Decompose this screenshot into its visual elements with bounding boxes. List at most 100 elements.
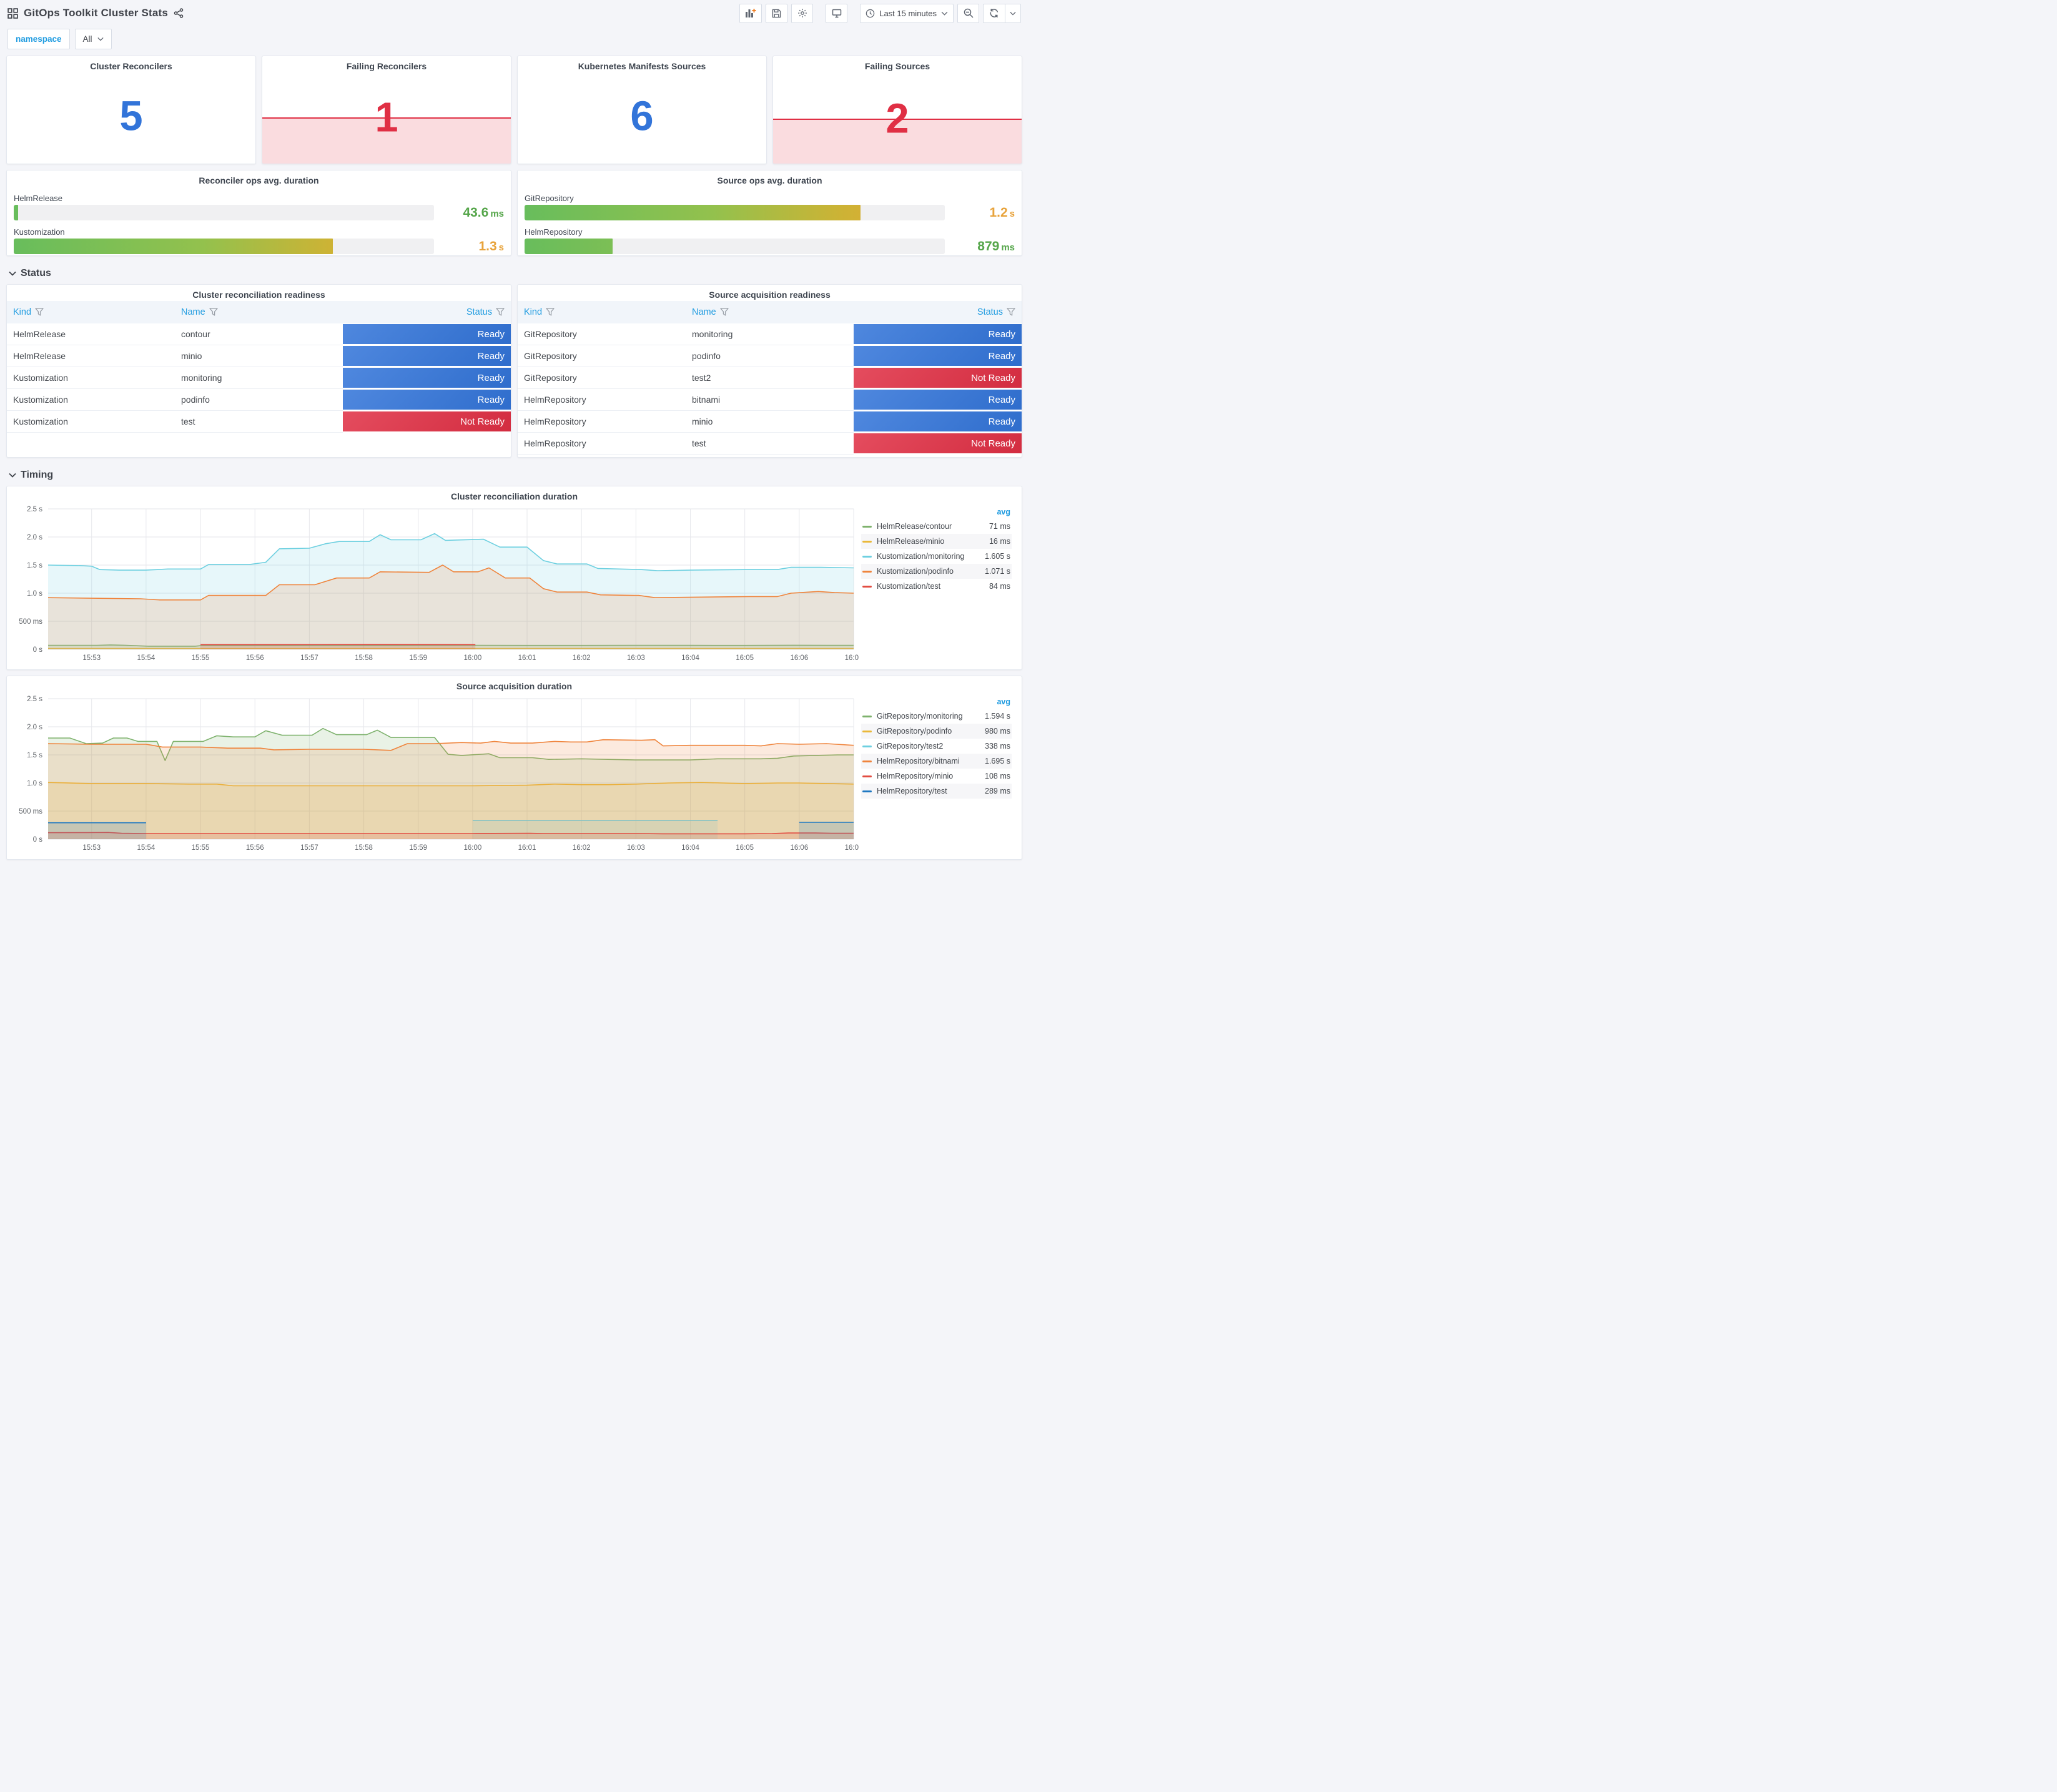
column-header-status[interactable]: Status (854, 301, 1022, 323)
panel-title[interactable]: Cluster reconciliation duration (450, 491, 578, 501)
clock-icon (866, 9, 875, 17)
dashboard-header: GitOps Toolkit Cluster Stats (0, 0, 1028, 26)
cell-name: minio (686, 410, 854, 433)
panel-title[interactable]: Source acquisition duration (456, 681, 573, 691)
gauge-track (525, 239, 945, 254)
svg-text:2.5 s: 2.5 s (27, 696, 42, 703)
gauge-value: 1.2 s (989, 205, 1015, 220)
svg-text:15:55: 15:55 (192, 654, 210, 662)
legend-avg-value: 108 ms (985, 772, 1010, 780)
cell-kind: Kustomization (7, 388, 175, 411)
share-icon[interactable] (174, 8, 184, 18)
gauge-value: 1.3 s (478, 239, 504, 254)
svg-text:16:02: 16:02 (573, 844, 591, 852)
gauge-track (14, 239, 434, 254)
gauge-label: Kustomization (14, 227, 65, 237)
readiness-table: Kind Name Status GitRepository monitoring Rea… (518, 301, 1022, 455)
legend-series-name: HelmRelease/minio (877, 537, 945, 546)
template-variables: namespace All (0, 26, 1028, 56)
legend-item[interactable]: Kustomization/monitoring 1.605 s (861, 549, 1012, 564)
section-timing[interactable]: Timing (6, 463, 1022, 486)
section-status[interactable]: Status (6, 262, 1022, 284)
column-header-status[interactable]: Status (343, 301, 511, 323)
gear-icon (797, 9, 807, 17)
variable-namespace-value[interactable]: All (74, 29, 112, 49)
legend-series-name: HelmRepository/test (877, 787, 947, 795)
refresh-icon (990, 9, 999, 17)
legend-item[interactable]: HelmRepository/bitnami 1.695 s (861, 754, 1012, 769)
legend-item[interactable]: GitRepository/test2 338 ms (861, 739, 1012, 754)
save-dashboard-button[interactable] (766, 3, 788, 23)
dashboard-grid-icon (7, 7, 18, 19)
panel-title[interactable]: Reconciler ops avg. duration (199, 175, 319, 185)
svg-text:16:00: 16:00 (463, 654, 481, 662)
svg-text:15:56: 15:56 (246, 844, 264, 852)
legend-stat-header[interactable]: avg (997, 697, 1010, 706)
panel-title[interactable]: Cluster reconciliation readiness (192, 290, 325, 300)
chevron-down-icon (9, 271, 16, 276)
stat-sparkline (262, 117, 511, 164)
panel-title[interactable]: Source acquisition readiness (709, 290, 831, 300)
time-range-picker[interactable]: Last 15 minutes (860, 3, 954, 23)
column-header-name[interactable]: Name (175, 301, 343, 323)
breadcrumb[interactable]: GitOps Toolkit Cluster Stats (7, 7, 184, 19)
legend-series-name: Kustomization/monitoring (877, 552, 965, 561)
svg-text:15:54: 15:54 (137, 844, 155, 852)
status-tables-row: Cluster reconciliation readiness Kind Name… (6, 284, 1022, 458)
gauge-fill (525, 239, 613, 254)
panel-title[interactable]: Kubernetes Manifests Sources (578, 61, 706, 71)
legend-item[interactable]: GitRepository/podinfo 980 ms (861, 724, 1012, 739)
zoom-out-button[interactable] (957, 3, 979, 23)
status-badge: Not Ready (343, 411, 511, 431)
legend-swatch (862, 760, 872, 762)
svg-text:16:07: 16:07 (845, 654, 859, 662)
chart-row-1: Cluster reconciliation duration 0 s 500 ms… (6, 486, 1022, 670)
panel-title[interactable]: Cluster Reconcilers (90, 61, 172, 71)
column-header-name[interactable]: Name (686, 301, 854, 323)
svg-text:16:01: 16:01 (518, 844, 536, 852)
status-badge: Ready (854, 346, 1022, 366)
filter-funnel-icon[interactable] (1007, 308, 1015, 316)
legend-item[interactable]: Kustomization/test 84 ms (861, 579, 1012, 594)
table-row: GitRepository monitoring Ready (518, 323, 1022, 345)
cycle-view-mode-button[interactable] (826, 3, 848, 23)
stat-panels-row: Cluster Reconcilers 5 Failing Reconcilers 1… (6, 56, 1022, 164)
panel-title[interactable]: Source ops avg. duration (717, 175, 822, 185)
panel-title[interactable]: Failing Reconcilers (346, 61, 427, 71)
gauge-row: HelmRepository 879 ms (525, 227, 1015, 254)
gauge-value: 43.6 ms (463, 205, 504, 220)
legend-item[interactable]: HelmRepository/minio 108 ms (861, 769, 1012, 784)
svg-text:15:53: 15:53 (82, 654, 101, 662)
column-header-kind[interactable]: Kind (518, 301, 686, 323)
legend-series-name: HelmRepository/bitnami (877, 757, 960, 766)
column-header-kind[interactable]: Kind (7, 301, 175, 323)
filter-funnel-icon[interactable] (35, 308, 44, 316)
svg-text:1.0 s: 1.0 s (27, 780, 42, 787)
legend-item[interactable]: HelmRelease/minio 16 ms (861, 534, 1012, 549)
filter-funnel-icon[interactable] (546, 308, 555, 316)
cell-name: monitoring (686, 323, 854, 345)
panel-title[interactable]: Failing Sources (864, 61, 930, 71)
svg-text:16:03: 16:03 (627, 654, 645, 662)
dashboard-settings-button[interactable] (791, 3, 814, 23)
legend-stat-header[interactable]: avg (997, 508, 1010, 516)
cell-status: Ready (854, 410, 1022, 433)
legend-avg-value: 1.594 s (984, 712, 1010, 721)
filter-funnel-icon[interactable] (496, 308, 505, 316)
filter-funnel-icon[interactable] (209, 308, 218, 316)
add-panel-button[interactable] (739, 3, 762, 23)
legend-item[interactable]: GitRepository/monitoring 1.594 s (861, 709, 1012, 724)
legend-item[interactable]: Kustomization/podinfo 1.071 s (861, 564, 1012, 579)
legend-item[interactable]: HelmRepository/test 289 ms (861, 784, 1012, 799)
refresh-interval-button[interactable] (1005, 3, 1021, 23)
gauge-track (525, 205, 945, 220)
variable-namespace-label[interactable]: namespace (7, 29, 70, 49)
legend-item[interactable]: HelmRelease/contour 71 ms (861, 519, 1012, 534)
svg-text:16:01: 16:01 (518, 654, 536, 662)
svg-text:16:07: 16:07 (845, 844, 859, 852)
chevron-down-icon (97, 37, 104, 41)
filter-funnel-icon[interactable] (720, 308, 729, 316)
refresh-button[interactable] (983, 3, 1005, 23)
svg-text:15:59: 15:59 (409, 654, 427, 662)
cell-kind: HelmRelease (7, 345, 175, 367)
